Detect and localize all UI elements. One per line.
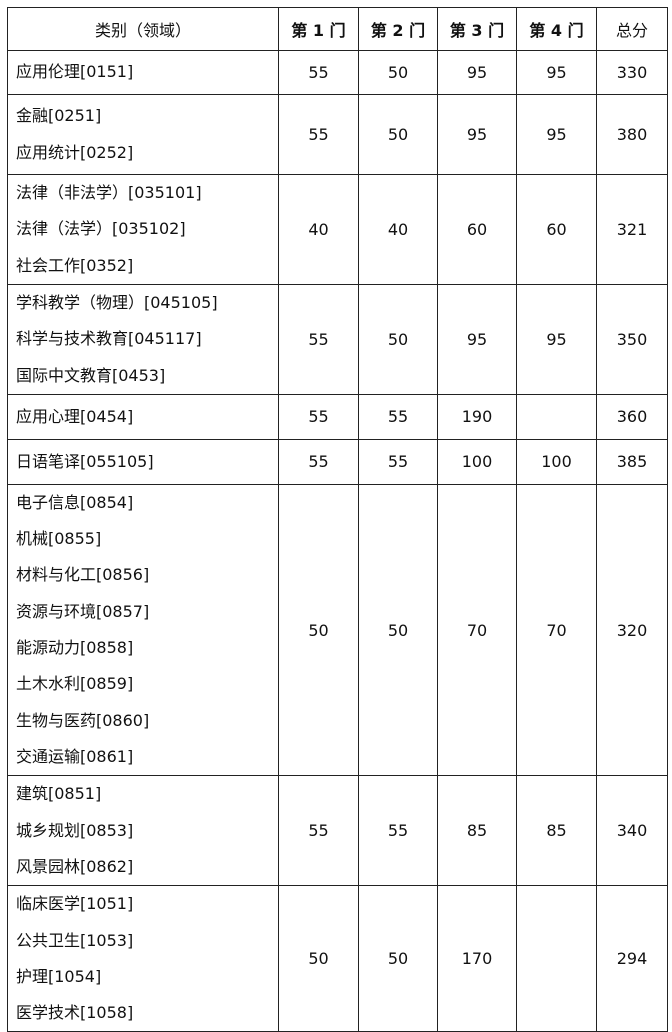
subject-4-score: 100 <box>516 438 597 485</box>
subject-4-score: 60 <box>516 174 597 285</box>
header-subject-3: 第 3 门 <box>437 7 517 51</box>
header-subject-2: 第 2 门 <box>358 7 438 51</box>
header-row: 类别（领域） 第 1 门 第 2 门 第 3 门 第 4 门 总分 <box>7 7 668 51</box>
table-row: 日语笔译[055105] 55 55 100 100 385 <box>7 438 668 485</box>
category-item: 法律（法学）[035102] <box>16 219 186 239</box>
category-item: 建筑[0851] <box>16 784 102 804</box>
category-item: 科学与技术教育[045117] <box>16 329 202 349</box>
table-row: 应用心理[0454] 55 55 190 360 <box>7 393 668 440</box>
total-score: 350 <box>596 284 668 395</box>
category-cell: 应用心理[0454] <box>7 393 279 440</box>
subject-1-score: 50 <box>278 483 359 777</box>
subject-3-score: 95 <box>437 50 517 95</box>
subject-3-score: 100 <box>437 438 517 485</box>
total-score: 385 <box>596 438 668 485</box>
subject-2-score: 50 <box>358 885 438 1032</box>
subject-1-score: 50 <box>278 885 359 1032</box>
subject-2-score: 55 <box>358 438 438 485</box>
subject-3-score: 70 <box>437 483 517 777</box>
category-cell: 临床医学[1051] 公共卫生[1053] 护理[1054] 医学技术[1058] <box>7 885 279 1032</box>
score-table: 类别（领域） 第 1 门 第 2 门 第 3 门 第 4 门 总分 应用伦理[0… <box>7 7 668 1032</box>
total-score: 340 <box>596 775 668 887</box>
total-score: 360 <box>596 393 668 440</box>
subject-4-score <box>516 393 597 440</box>
category-item: 国际中文教育[0453] <box>16 365 166 385</box>
category-cell: 日语笔译[055105] <box>7 438 279 485</box>
category-cell: 应用伦理[0151] <box>7 50 279 95</box>
subject-2-score: 50 <box>358 50 438 95</box>
total-score: 321 <box>596 174 668 285</box>
total-score: 380 <box>596 94 668 175</box>
header-total: 总分 <box>596 7 668 51</box>
subject-3-score: 190 <box>437 393 517 440</box>
category-item: 应用统计[0252] <box>16 142 134 162</box>
total-score: 330 <box>596 50 668 95</box>
category-item: 法律（非法学）[035101] <box>16 183 202 203</box>
subject-2-score: 50 <box>358 284 438 395</box>
category-item: 电子信息[0854] <box>16 492 134 512</box>
category-item: 风景园林[0862] <box>16 856 134 876</box>
header-subject-4: 第 4 门 <box>516 7 597 51</box>
category-item: 临床医学[1051] <box>16 894 134 914</box>
subject-2-score: 50 <box>358 94 438 175</box>
table-row: 建筑[0851] 城乡规划[0853] 风景园林[0862] 55 55 85 85 340 <box>7 775 668 887</box>
category-item: 交通运输[0861] <box>16 746 134 766</box>
subject-1-score: 55 <box>278 94 359 175</box>
category-item: 机械[0855] <box>16 529 102 549</box>
header-subject-1: 第 1 门 <box>278 7 359 51</box>
total-score: 320 <box>596 483 668 777</box>
category-item: 公共卫生[1053] <box>16 930 134 950</box>
subject-2-score: 55 <box>358 393 438 440</box>
subject-3-score: 95 <box>437 284 517 395</box>
subject-1-score: 55 <box>278 50 359 95</box>
total-score: 294 <box>596 885 668 1032</box>
category-cell: 金融[0251] 应用统计[0252] <box>7 94 279 175</box>
category-cell: 建筑[0851] 城乡规划[0853] 风景园林[0862] <box>7 775 279 887</box>
category-item: 城乡规划[0853] <box>16 820 134 840</box>
category-item: 护理[1054] <box>16 966 102 986</box>
category-item: 应用伦理[0151] <box>16 62 134 82</box>
subject-1-score: 55 <box>278 775 359 887</box>
subject-4-score: 95 <box>516 94 597 175</box>
table-row: 金融[0251] 应用统计[0252] 55 50 95 95 380 <box>7 94 668 175</box>
subject-3-score: 95 <box>437 94 517 175</box>
header-category: 类别（领域） <box>7 7 279 51</box>
subject-1-score: 55 <box>278 438 359 485</box>
subject-3-score: 170 <box>437 885 517 1032</box>
subject-4-score: 70 <box>516 483 597 777</box>
subject-2-score: 50 <box>358 483 438 777</box>
category-item: 生物与医药[0860] <box>16 710 150 730</box>
subject-1-score: 55 <box>278 393 359 440</box>
table-row: 法律（非法学）[035101] 法律（法学）[035102] 社会工作[0352] 4… <box>7 174 668 285</box>
subject-3-score: 60 <box>437 174 517 285</box>
table-row: 电子信息[0854] 机械[0855] 材料与化工[0856] 资源与环境[0857]… <box>7 483 668 777</box>
category-item: 日语笔译[055105] <box>16 451 154 471</box>
category-cell: 电子信息[0854] 机械[0855] 材料与化工[0856] 资源与环境[0857]… <box>7 483 279 777</box>
subject-3-score: 85 <box>437 775 517 887</box>
category-item: 学科教学（物理）[045105] <box>16 293 218 312</box>
category-cell: 法律（非法学）[035101] 法律（法学）[035102] 社会工作[0352] <box>7 174 279 285</box>
category-item: 材料与化工[0856] <box>16 565 150 585</box>
category-item: 社会工作[0352] <box>16 255 134 275</box>
subject-4-score: 85 <box>516 775 597 887</box>
subject-4-score: 95 <box>516 50 597 95</box>
subject-2-score: 40 <box>358 174 438 285</box>
category-item: 能源动力[0858] <box>16 638 134 658</box>
subject-1-score: 55 <box>278 284 359 395</box>
subject-4-score: 95 <box>516 284 597 395</box>
table-row: 临床医学[1051] 公共卫生[1053] 护理[1054] 医学技术[1058] 50… <box>7 885 668 1032</box>
category-item: 金融[0251] <box>16 106 102 126</box>
category-item: 应用心理[0454] <box>16 406 134 426</box>
category-item: 医学技术[1058] <box>16 1003 134 1023</box>
table-row: 应用伦理[0151] 55 50 95 95 330 <box>7 50 668 95</box>
category-item: 资源与环境[0857] <box>16 601 150 621</box>
table-row: 学科教学（物理）[045105] 科学与技术教育[045117] 国际中文教育[04… <box>7 284 668 395</box>
category-cell: 学科教学（物理）[045105] 科学与技术教育[045117] 国际中文教育[04… <box>7 284 279 395</box>
subject-2-score: 55 <box>358 775 438 887</box>
subject-4-score <box>516 885 597 1032</box>
subject-1-score: 40 <box>278 174 359 285</box>
category-item: 土木水利[0859] <box>16 674 134 694</box>
